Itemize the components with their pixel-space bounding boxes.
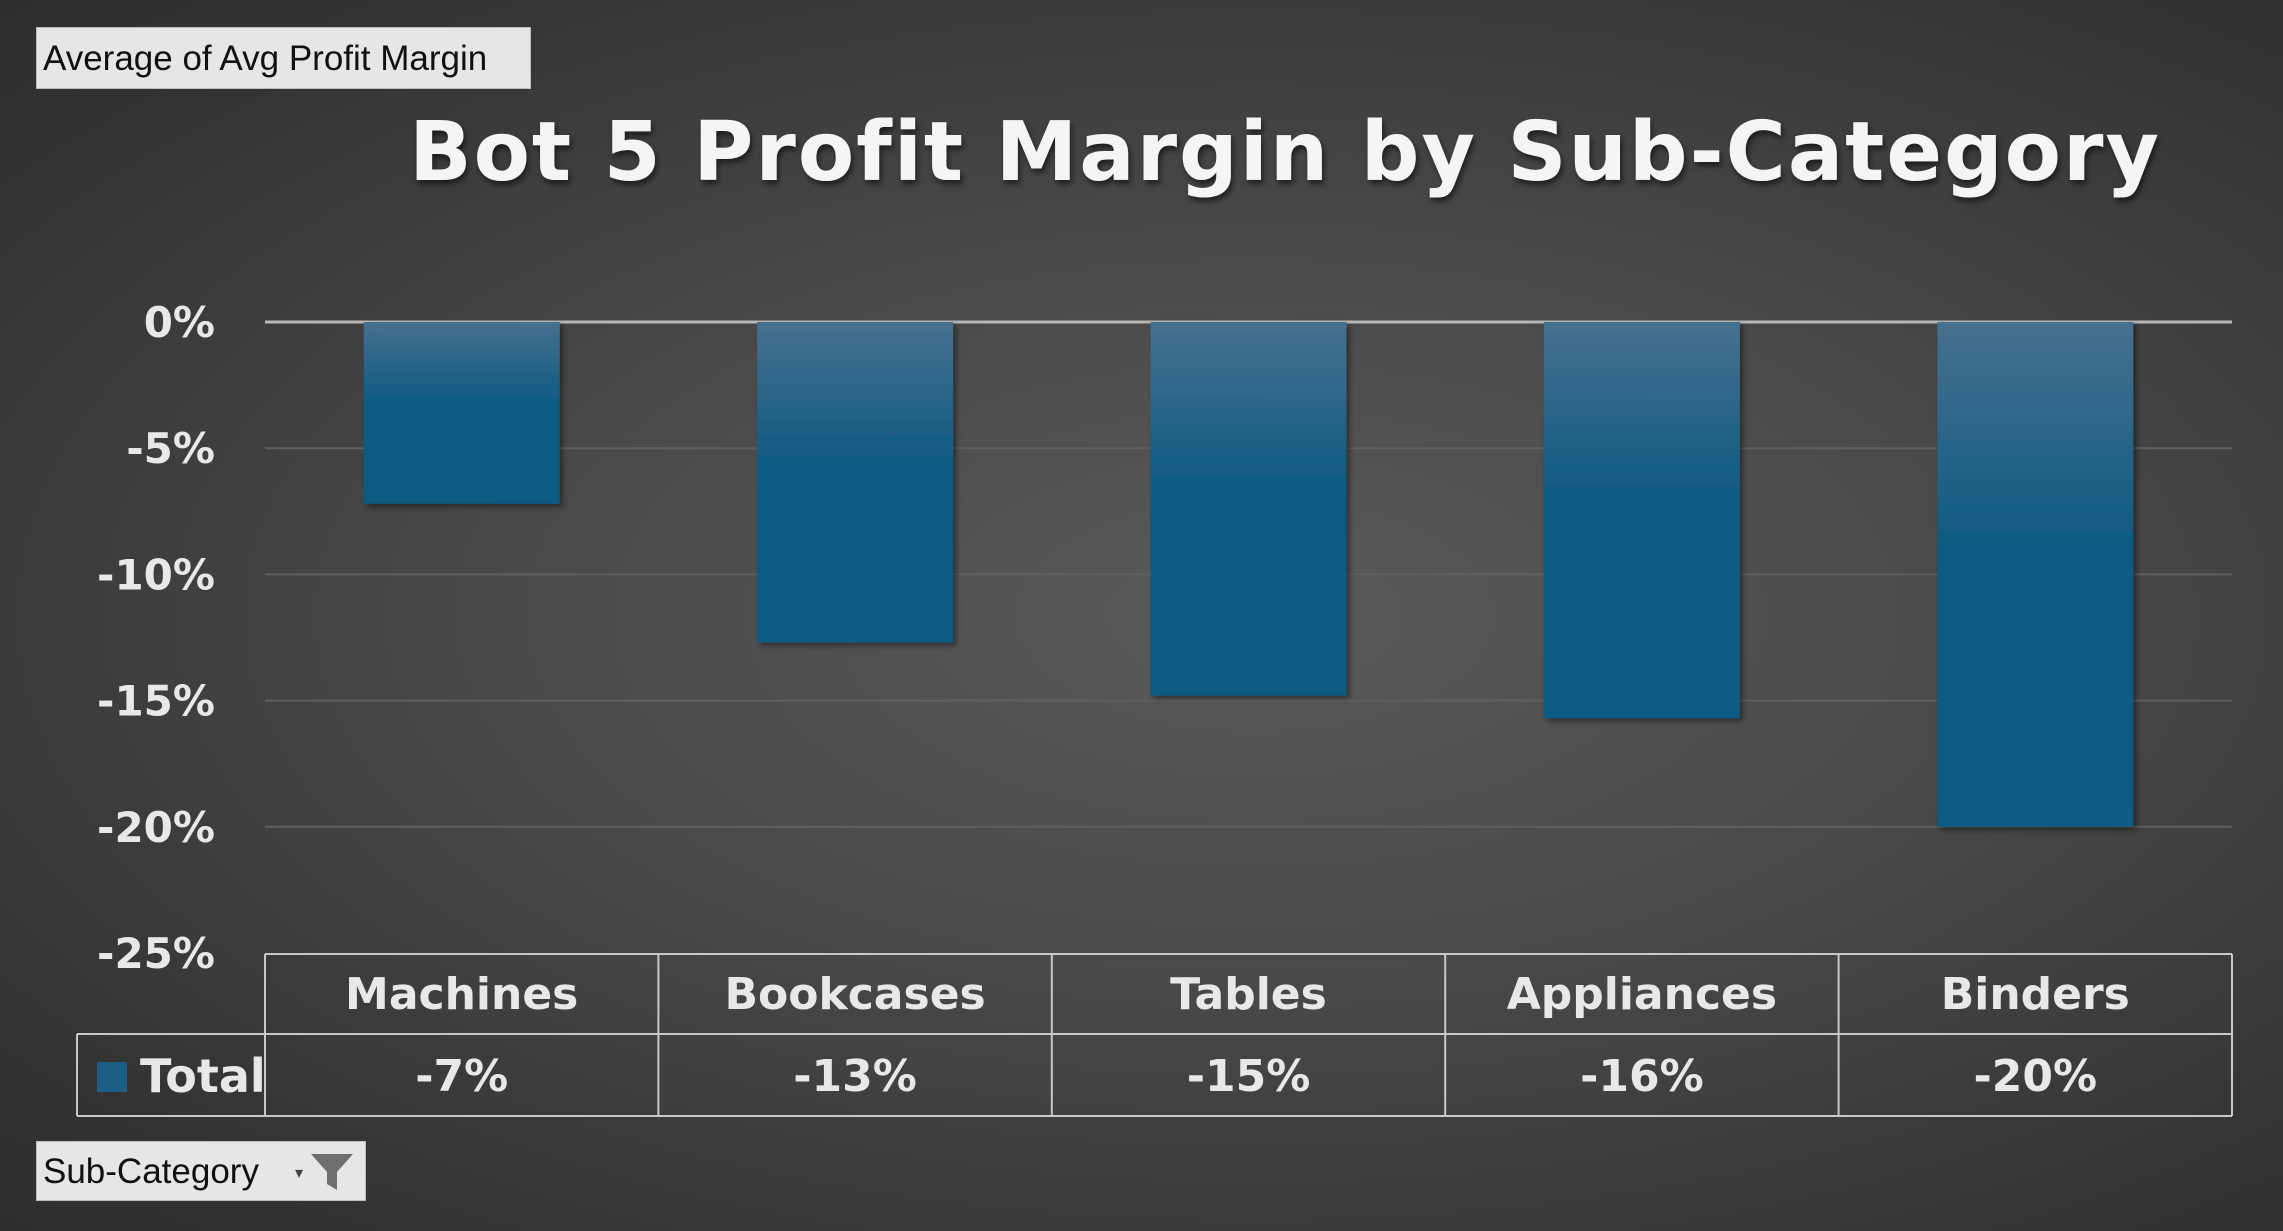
y-tick-label: -25% (97, 929, 215, 978)
filter-field-label: Sub-Category (43, 1151, 259, 1191)
y-tick-label: 0% (144, 298, 215, 347)
y-tick-label: -15% (97, 677, 215, 726)
x-tick-label: Appliances (1507, 969, 1777, 1020)
data-table: Machines -7% Bookcases -13% Tables -15% Applia… (76, 953, 2233, 1117)
legend-label: Total (140, 1049, 266, 1103)
y-axis-tick-labels: 0% -5% -10% -15% -20% -25% (97, 298, 215, 978)
y-tick-label: -20% (97, 803, 215, 852)
bars (363, 322, 2134, 827)
bar-bookcases (757, 322, 954, 643)
x-tick-label: Bookcases (724, 969, 985, 1020)
value-field-button[interactable]: Average of Avg Profit Margin (36, 27, 531, 89)
y-tick-label: -5% (126, 424, 215, 473)
bar-machines (363, 322, 560, 504)
chart-title: Bot 5 Profit Margin by Sub-Category (409, 105, 2161, 200)
x-tick-label: Tables (1170, 969, 1327, 1020)
bar-tables (1150, 322, 1347, 696)
data-label: -20% (1974, 1051, 2098, 1102)
data-label: -16% (1580, 1051, 1704, 1102)
data-label: -15% (1187, 1051, 1311, 1102)
sub-category-filter-button[interactable]: Sub-Category ▾ (36, 1141, 366, 1201)
bar-binders (1937, 322, 2134, 827)
bar-appliances (1543, 322, 1740, 719)
x-tick-label: Machines (345, 969, 578, 1020)
y-tick-label: -10% (97, 550, 215, 599)
data-label: -7% (415, 1051, 508, 1102)
dropdown-arrow-icon[interactable]: ▾ (295, 1165, 304, 1182)
legend-swatch (97, 1062, 127, 1092)
funnel-icon[interactable] (309, 1152, 355, 1192)
data-label: -13% (793, 1051, 917, 1102)
x-tick-label: Binders (1941, 969, 2130, 1020)
